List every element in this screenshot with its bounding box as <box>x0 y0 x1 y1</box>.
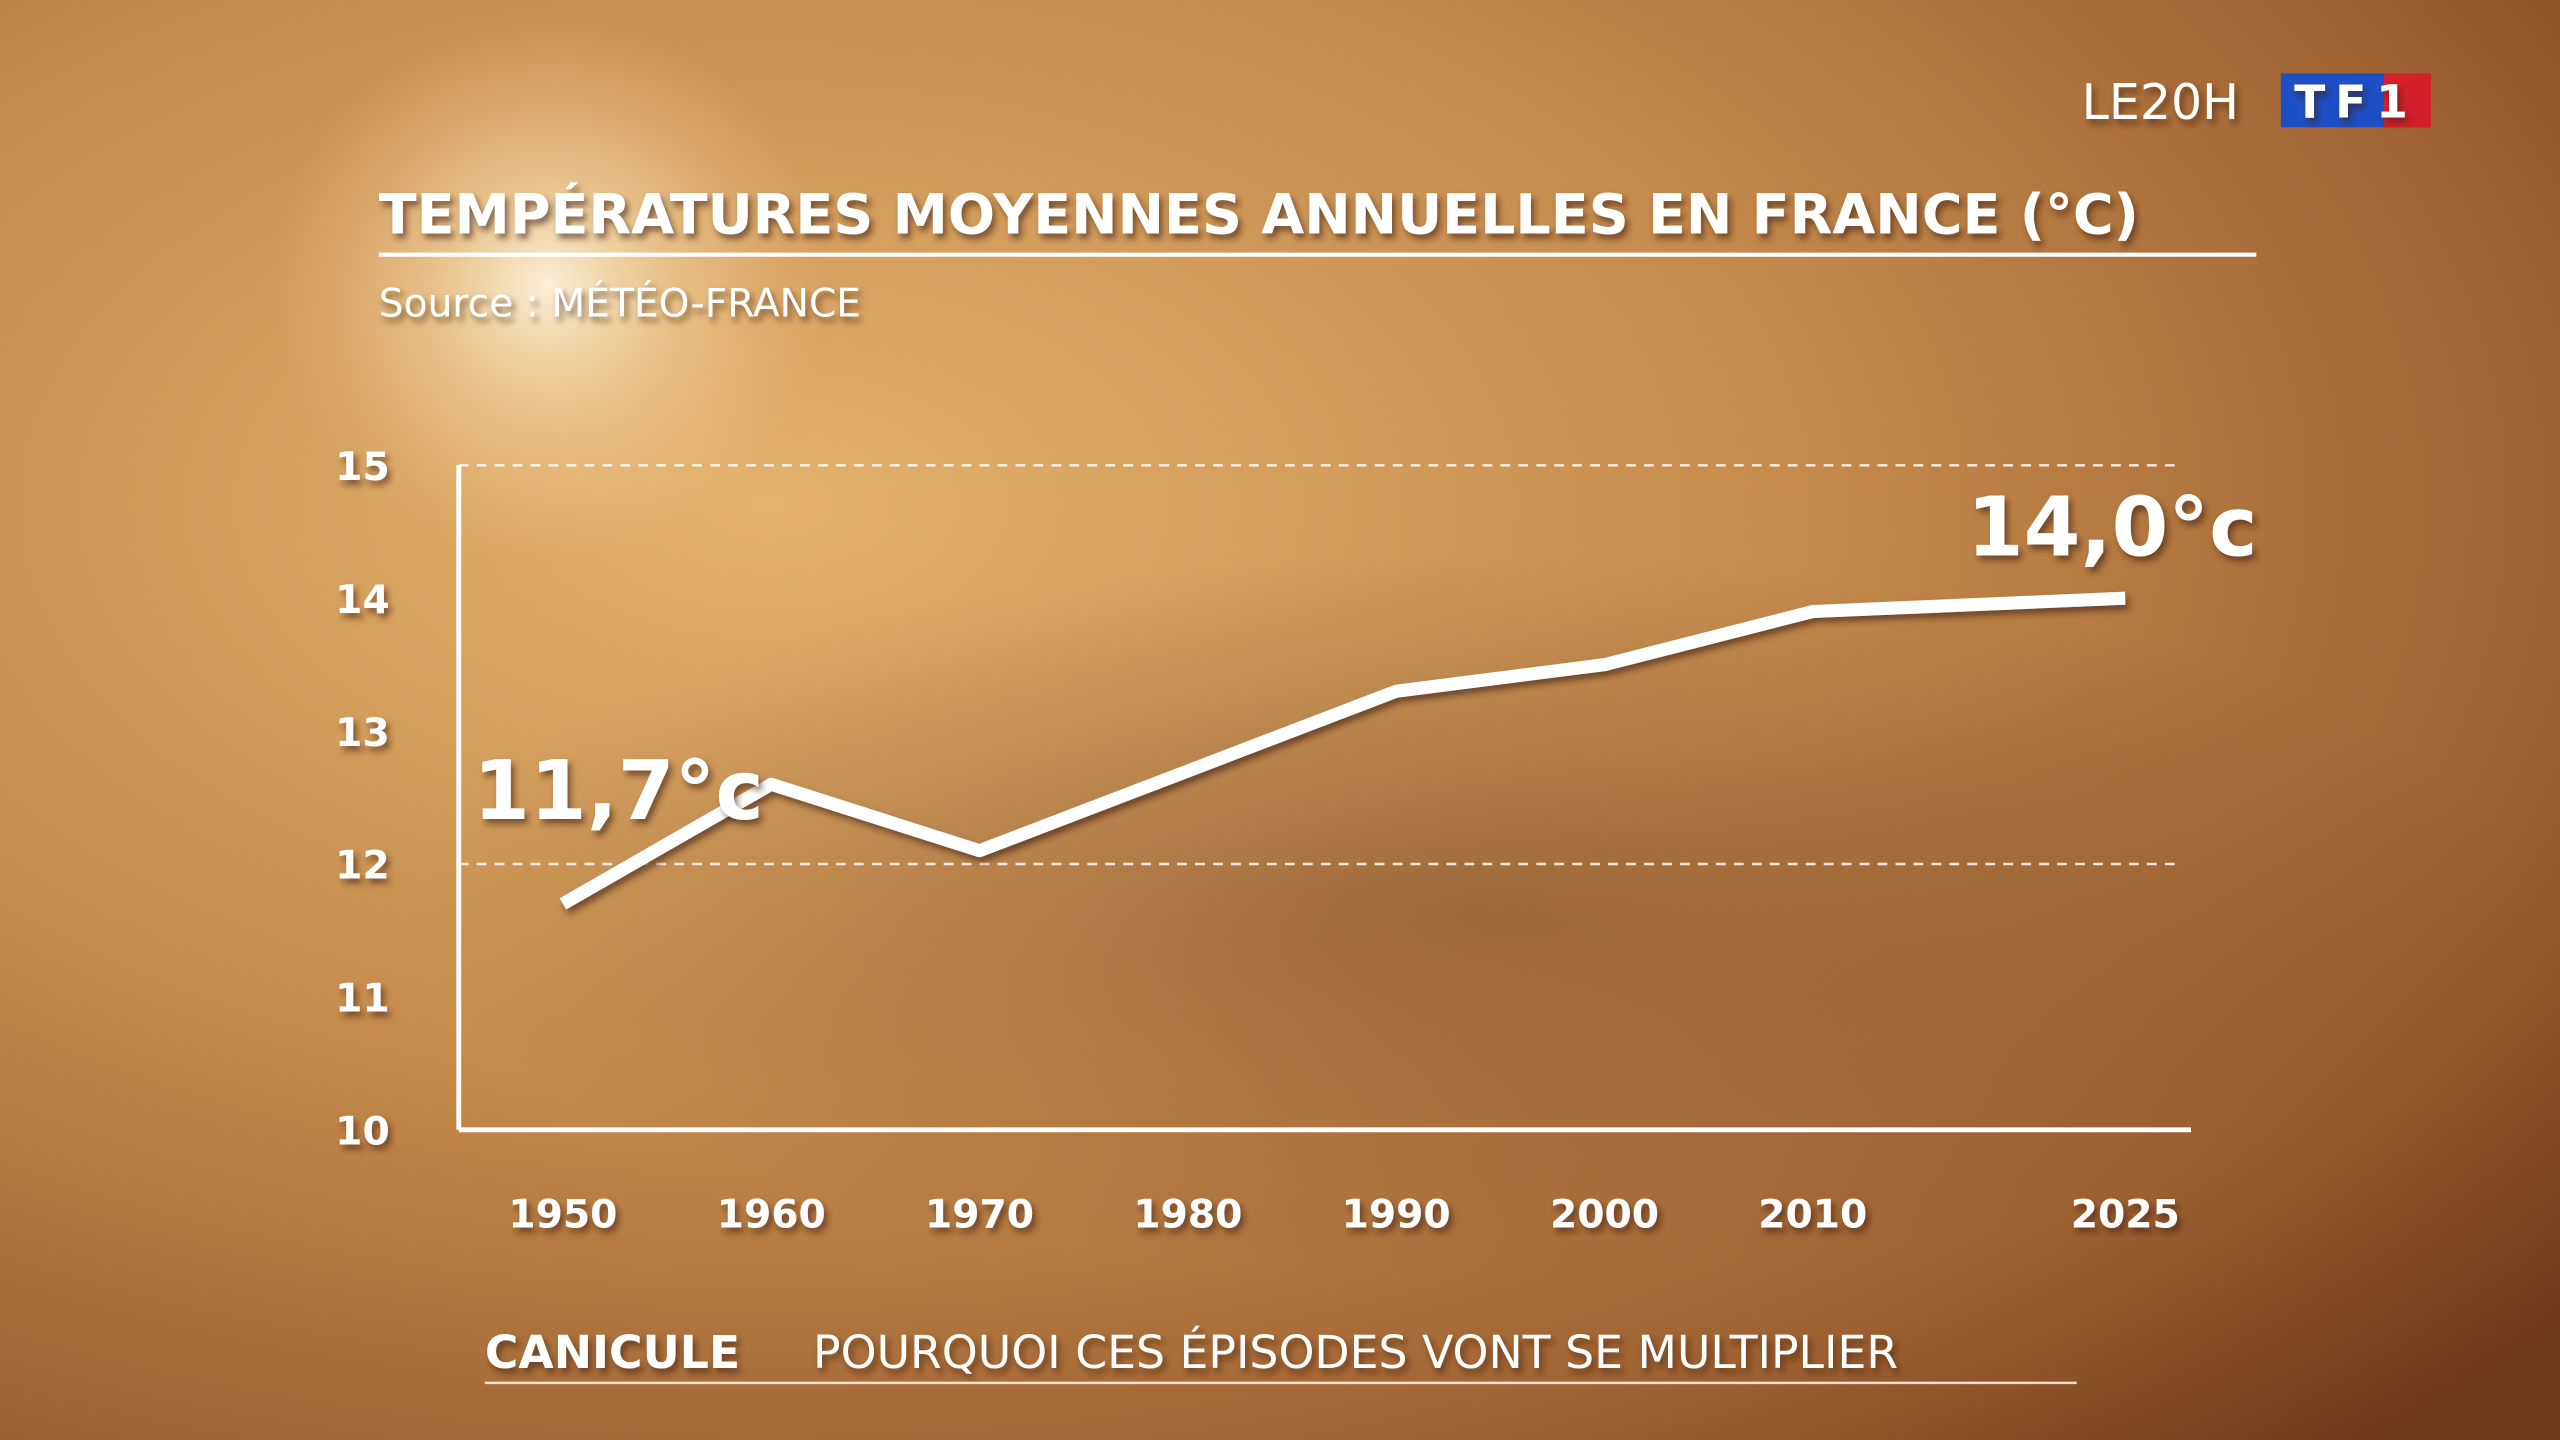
x-tick-label: 2010 <box>1758 1193 1867 1238</box>
show-logo: LE20H <box>2082 74 2239 131</box>
y-tick-label: 11 <box>335 977 390 1022</box>
x-tick-label: 2025 <box>2071 1193 2180 1238</box>
banner-topic: CANICULE <box>485 1326 740 1379</box>
x-tick-label: 1990 <box>1342 1193 1451 1238</box>
banner-headline: POURQUOI CES ÉPISODES VONT SE MULTIPLIER <box>813 1325 1898 1379</box>
x-tick-label: 1970 <box>925 1193 1034 1238</box>
x-tick-label: 1950 <box>508 1193 617 1238</box>
y-tick-label: 13 <box>335 711 390 756</box>
haze <box>408 555 2531 1274</box>
channel-logo-red <box>2383 73 2432 128</box>
data-line <box>559 591 2126 910</box>
value-label: 14,0°c <box>1967 481 2258 576</box>
value-label: 11,7°c <box>473 744 764 839</box>
x-tick-label: 1980 <box>1133 1193 1242 1238</box>
chart-subtitle: Source : MÉTÉO-FRANCE <box>379 280 861 327</box>
y-tick-label: 15 <box>335 445 390 490</box>
y-tick-label: 12 <box>335 844 390 889</box>
chart-title: TEMPÉRATURES MOYENNES ANNUELLES EN FRANC… <box>379 181 2139 247</box>
y-tick-label: 14 <box>335 578 390 623</box>
x-tick-label: 1960 <box>717 1193 826 1238</box>
x-tick-label: 2000 <box>1550 1193 1659 1238</box>
channel-logo: TF1 <box>2294 76 2418 129</box>
y-tick-label: 10 <box>335 1109 390 1154</box>
sun-glow <box>269 8 825 564</box>
